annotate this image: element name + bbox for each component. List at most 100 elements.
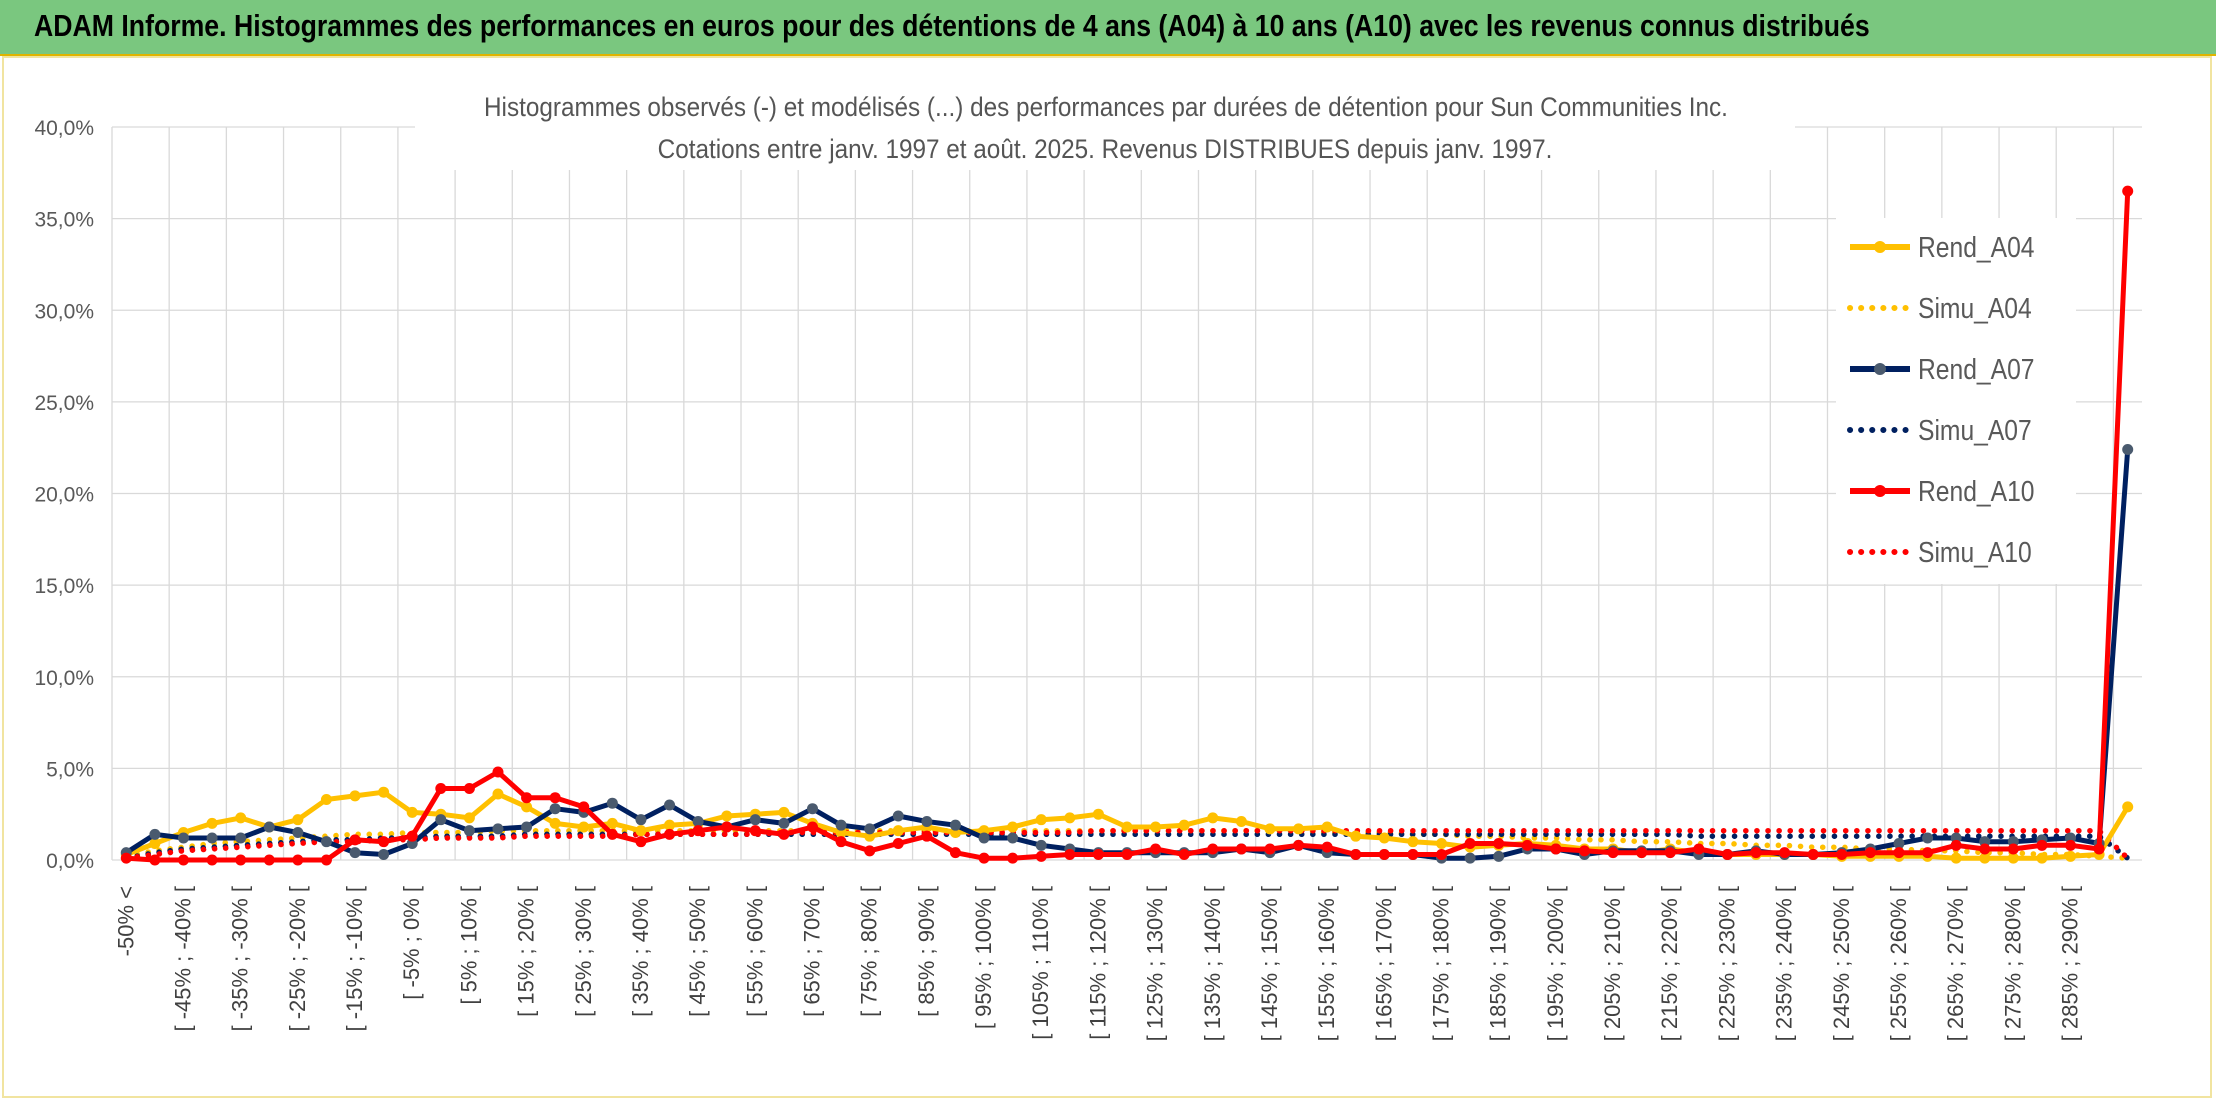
data-point: [806, 803, 818, 815]
data-point: [1779, 847, 1791, 859]
data-point: [149, 854, 161, 866]
data-point: [1378, 849, 1390, 861]
series-Simu_A04: [123, 827, 2131, 861]
chart-subtitle: Cotations entre janv. 1997 et août. 2025…: [657, 134, 1553, 164]
x-tick-label: [ -45% ; -40% [: [170, 886, 195, 1032]
y-tick-label: 20,0%: [34, 484, 94, 507]
data-point: [292, 854, 304, 866]
x-tick-label: [ 75% ; 80% [: [857, 886, 882, 1017]
data-point: [892, 838, 904, 850]
y-tick-label: 10,0%: [34, 667, 94, 690]
data-point: [778, 817, 790, 829]
legend-swatch: [1847, 305, 1913, 311]
legend-item-Simu_A10: Simu_A10: [1836, 523, 2076, 584]
data-point: [1521, 839, 1533, 851]
title-bar: ADAM Informe. Histogrammes des performan…: [0, 0, 2216, 56]
data-point: [320, 794, 332, 806]
data-point: [320, 854, 332, 866]
data-point: [1950, 839, 1962, 851]
data-point: [1121, 849, 1133, 861]
data-point: [2122, 185, 2134, 197]
data-point: [749, 825, 761, 837]
data-point: [378, 836, 390, 848]
data-point: [1436, 849, 1448, 861]
data-point: [1979, 852, 1991, 864]
x-tick-label: [ 95% ; 100% [: [971, 886, 996, 1029]
data-point: [892, 825, 904, 837]
data-point: [521, 801, 533, 813]
data-point: [1007, 832, 1019, 844]
data-point: [1121, 821, 1133, 833]
data-point: [1607, 847, 1619, 859]
data-point: [1064, 812, 1076, 824]
data-point: [206, 854, 218, 866]
data-point: [664, 828, 676, 840]
data-point: [1350, 849, 1362, 861]
x-tick-label: [ 185% ; 190% [: [1486, 886, 1511, 1041]
data-point: [292, 814, 304, 826]
series-Rend_A07: [120, 444, 2134, 864]
data-point: [892, 810, 904, 822]
data-point: [1293, 839, 1305, 851]
x-tick-label: [ 215% ; 220% [: [1657, 886, 1682, 1041]
x-tick-label: [ -25% ; -20% [: [285, 886, 310, 1032]
data-point: [578, 821, 590, 833]
y-tick-label: 5,0%: [46, 758, 94, 781]
chart-title-box: Histogrammes observés (-) et modélisés (…: [415, 86, 1795, 170]
series-layer: [120, 185, 2134, 866]
x-tick-label: [ 115% ; 120% [: [1085, 886, 1110, 1040]
data-point: [492, 823, 504, 835]
legend-label: Simu_A10: [1918, 537, 2032, 569]
data-point: [949, 847, 961, 859]
x-tick-label: [ 155% ; 160% [: [1314, 886, 1339, 1041]
legend-item-Rend_A07: Rend_A07: [1836, 340, 2076, 401]
data-point: [378, 786, 390, 798]
data-point: [1035, 814, 1047, 826]
data-point: [2007, 852, 2019, 864]
data-point: [949, 819, 961, 831]
data-point: [206, 817, 218, 829]
y-tick-label: 40,0%: [34, 117, 94, 140]
x-tick-label: [ 165% ; 170% [: [1371, 886, 1396, 1041]
data-point: [635, 836, 647, 848]
data-point: [349, 790, 361, 802]
x-tick-label: [ 205% ; 210% [: [1600, 886, 1625, 1041]
data-point: [2036, 839, 2048, 851]
data-point: [2036, 852, 2048, 864]
x-tick-label: [ 25% ; 30% [: [571, 886, 596, 1017]
data-point: [406, 830, 418, 842]
data-point: [263, 821, 275, 833]
data-point: [921, 830, 933, 842]
data-point: [435, 814, 447, 826]
data-point: [521, 821, 533, 833]
data-point: [1178, 849, 1190, 861]
data-point: [1321, 821, 1333, 833]
data-point: [2122, 444, 2134, 456]
legend-swatch: [1850, 485, 1910, 497]
x-tick-label: [ 255% ; 260% [: [1886, 886, 1911, 1041]
data-point: [349, 834, 361, 846]
data-point: [921, 816, 933, 828]
data-point: [778, 806, 790, 818]
x-tick-label: [ 105% ; 110% [: [1028, 886, 1053, 1040]
x-tick-label: [ 235% ; 240% [: [1772, 886, 1797, 1041]
legend-swatch: [1847, 427, 1913, 433]
data-point: [1979, 843, 1991, 855]
data-point: [2007, 843, 2019, 855]
legend-item-Rend_A04: Rend_A04: [1836, 218, 2076, 279]
data-point: [1407, 849, 1419, 861]
data-point: [606, 828, 618, 840]
data-point: [635, 814, 647, 826]
data-point: [349, 847, 361, 859]
x-tick-label: [ 275% ; 280% [: [2000, 886, 2025, 1041]
data-point: [1235, 816, 1247, 828]
data-point: [1150, 821, 1162, 833]
data-point: [1464, 852, 1476, 864]
data-point: [1350, 830, 1362, 842]
x-tick-label: [ 125% ; 130% [: [1143, 886, 1168, 1041]
data-point: [1922, 832, 1934, 844]
data-point: [463, 812, 475, 824]
data-point: [1092, 808, 1104, 820]
data-point: [1264, 823, 1276, 835]
